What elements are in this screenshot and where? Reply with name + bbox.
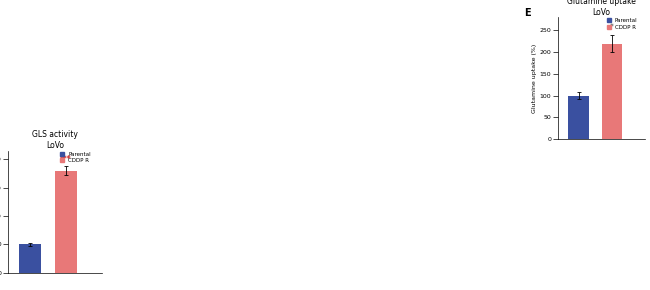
Bar <box>55 171 77 273</box>
Text: *: * <box>610 23 614 32</box>
Title: Glutamine uptake
LoVo: Glutamine uptake LoVo <box>567 0 636 17</box>
Y-axis label: Glutamine uptake (%): Glutamine uptake (%) <box>532 44 537 113</box>
Bar <box>19 244 42 273</box>
Text: ***: *** <box>60 155 72 164</box>
Legend: Parental, CDDP R: Parental, CDDP R <box>60 151 92 164</box>
Title: GLS activity
LoVo: GLS activity LoVo <box>32 130 78 150</box>
Legend: Parental, CDDP R: Parental, CDDP R <box>606 18 638 30</box>
Bar <box>602 44 623 139</box>
Bar <box>568 96 589 139</box>
Text: E: E <box>525 8 531 18</box>
